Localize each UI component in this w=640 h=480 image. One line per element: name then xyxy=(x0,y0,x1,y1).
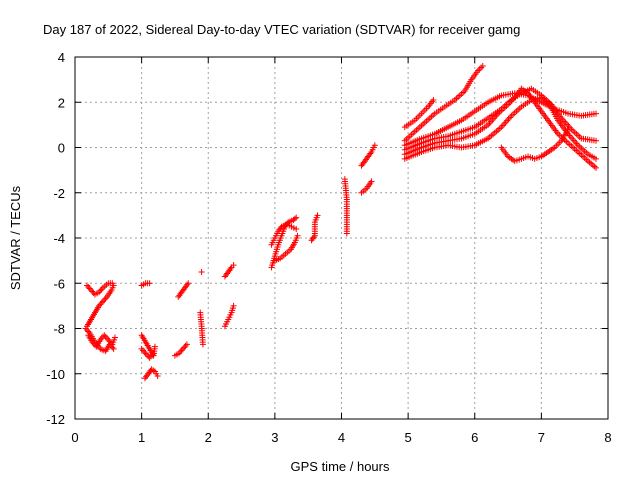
data-point xyxy=(476,66,483,73)
data-point xyxy=(182,342,189,349)
data-points xyxy=(82,63,600,382)
x-tick-label: 2 xyxy=(205,430,212,445)
data-point xyxy=(111,334,118,341)
data-point xyxy=(181,344,188,351)
x-tick-label: 7 xyxy=(538,430,545,445)
x-tick-label: 5 xyxy=(405,430,412,445)
data-point xyxy=(368,178,375,185)
data-point xyxy=(103,335,110,342)
data-point xyxy=(139,347,146,354)
data-point xyxy=(291,215,298,222)
data-point xyxy=(586,159,593,166)
data-point xyxy=(101,332,108,339)
y-axis-label: SDTVAR / TECUs xyxy=(8,185,23,290)
x-tick-label: 6 xyxy=(471,430,478,445)
data-point xyxy=(86,285,93,292)
data-point xyxy=(87,287,94,294)
data-point xyxy=(97,287,104,294)
data-point xyxy=(343,230,350,237)
data-point xyxy=(198,268,205,275)
data-point xyxy=(314,212,321,219)
data-point xyxy=(154,373,161,380)
data-point xyxy=(110,282,117,289)
y-tick-label: 4 xyxy=(58,50,65,65)
data-point xyxy=(593,110,600,117)
data-point xyxy=(430,96,437,103)
data-point xyxy=(138,345,145,352)
data-point xyxy=(230,262,237,269)
data-point xyxy=(110,345,117,352)
data-point xyxy=(593,137,600,144)
data-point xyxy=(85,284,92,291)
x-tick-label: 0 xyxy=(71,430,78,445)
y-tick-label: -10 xyxy=(46,367,65,382)
data-point xyxy=(593,155,600,162)
data-point xyxy=(591,163,598,170)
x-axis-label: GPS time / hours xyxy=(291,459,390,474)
data-point xyxy=(479,63,486,70)
plot-frame xyxy=(74,56,609,420)
y-tick-label: 2 xyxy=(58,95,65,110)
data-point xyxy=(98,299,105,306)
data-point xyxy=(177,348,184,355)
data-point xyxy=(150,350,157,357)
data-point xyxy=(293,214,300,221)
data-point xyxy=(102,333,109,340)
ticks: 0 1 2 3 4 5 6 7 8 -12 -10 -8 -6 -4 -2 0 2 4 xyxy=(46,50,611,445)
data-point xyxy=(588,160,595,167)
y-tick-label: -8 xyxy=(53,322,65,337)
data-point xyxy=(109,344,116,351)
data-point xyxy=(199,341,206,348)
data-point xyxy=(565,126,572,133)
data-point xyxy=(371,142,378,149)
data-point xyxy=(143,351,150,358)
data-point xyxy=(478,64,485,71)
data-point xyxy=(183,341,190,348)
y-tick-label: 0 xyxy=(58,141,65,156)
y-tick-label: -2 xyxy=(53,186,65,201)
y-tick-label: -4 xyxy=(53,231,65,246)
data-point xyxy=(98,286,105,293)
data-point xyxy=(589,162,596,169)
x-tick-label: 1 xyxy=(138,430,145,445)
data-point xyxy=(142,350,149,357)
grid xyxy=(75,57,608,419)
data-point xyxy=(83,282,90,289)
data-point xyxy=(178,347,185,354)
data-point xyxy=(593,164,600,171)
x-tick-label: 4 xyxy=(338,430,345,445)
data-point xyxy=(83,327,90,334)
chart-title: Day 187 of 2022, Sidereal Day-to-day VTE… xyxy=(43,22,520,37)
data-point xyxy=(230,302,237,309)
data-point xyxy=(151,343,158,350)
data-point xyxy=(294,232,301,239)
x-tick-label: 8 xyxy=(604,430,611,445)
y-tick-label: -6 xyxy=(53,276,65,291)
data-point xyxy=(141,348,148,355)
data-point xyxy=(101,296,108,303)
data-point xyxy=(146,280,153,287)
data-point xyxy=(179,345,186,352)
data-point xyxy=(185,280,192,287)
data-point xyxy=(99,298,106,305)
x-tick-label: 3 xyxy=(271,430,278,445)
y-tick-label: -12 xyxy=(46,412,65,427)
data-point xyxy=(293,225,300,232)
